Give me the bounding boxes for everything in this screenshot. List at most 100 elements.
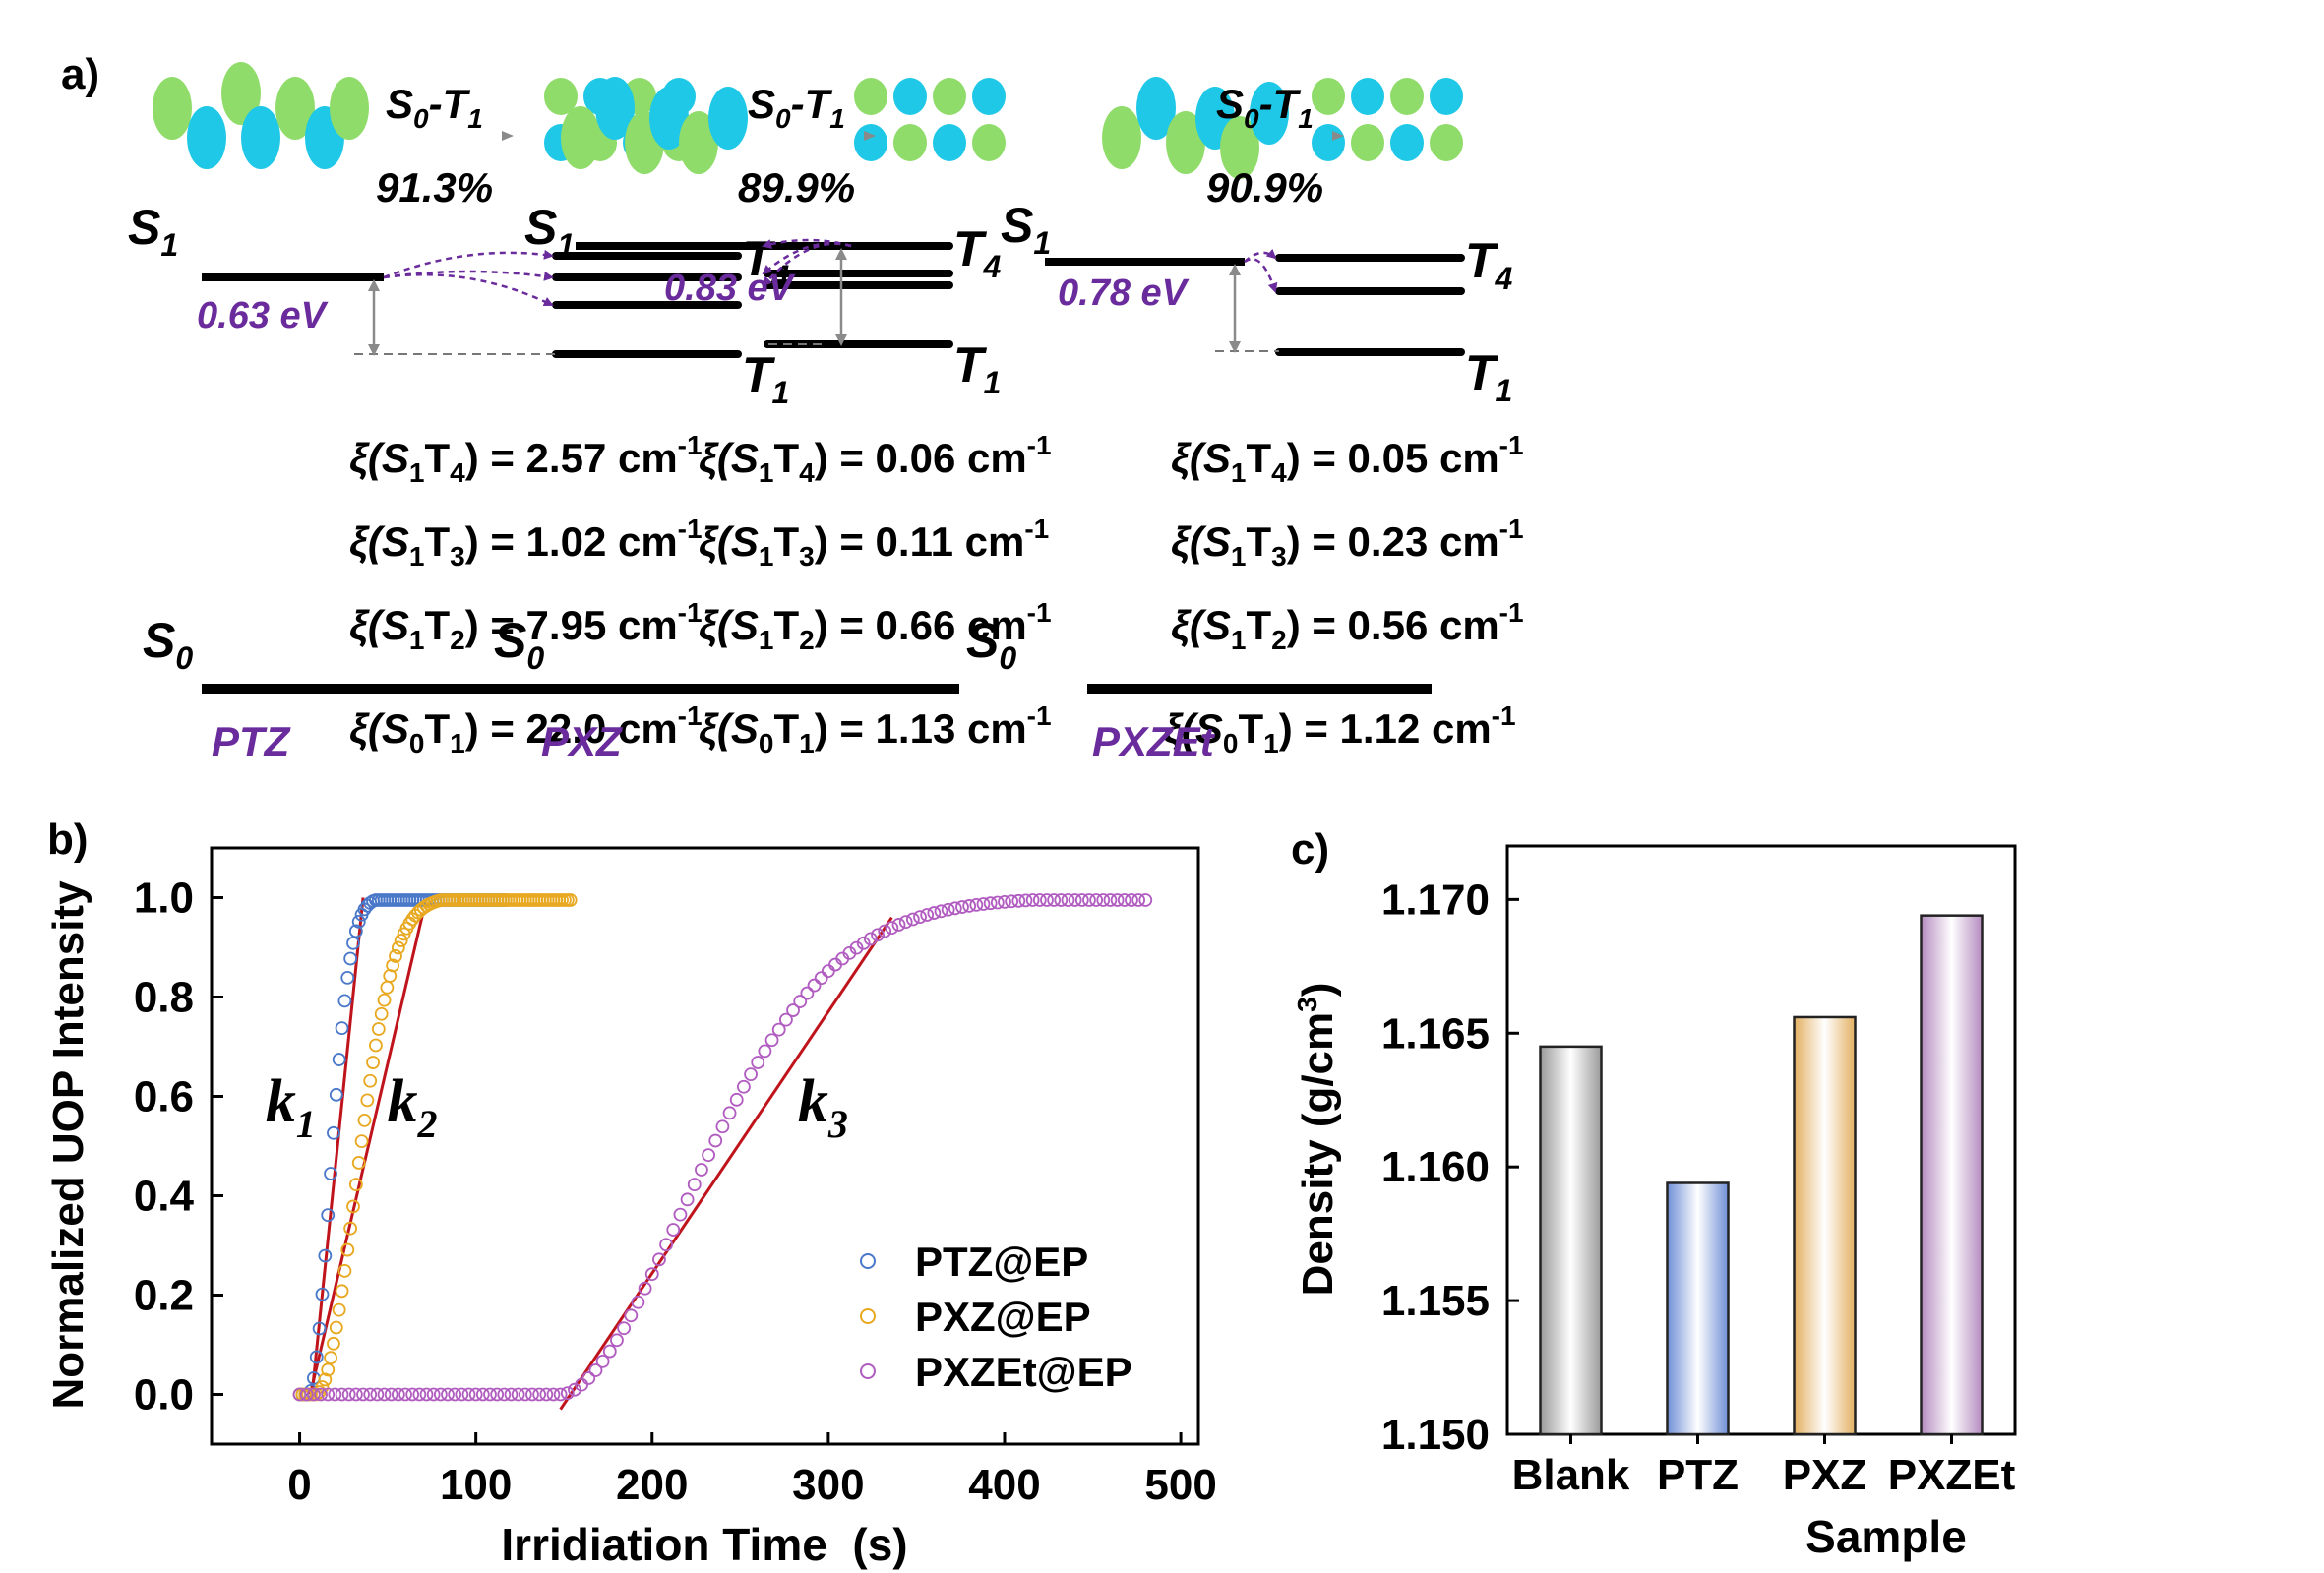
- data-point: [1068, 893, 1082, 907]
- rate-annotations: k1 k2 k3: [266, 1068, 848, 1146]
- isc-arrow: [762, 238, 852, 249]
- data-point: [337, 994, 352, 1008]
- data-point: [680, 1192, 695, 1207]
- data-point: [948, 901, 962, 916]
- s1-label: S1: [524, 200, 575, 263]
- data-point: [426, 1387, 441, 1402]
- data-point: [807, 978, 822, 993]
- soc-value: ξ(S1T2) = 0.56 cm-1: [1171, 597, 1524, 655]
- data-point: [969, 898, 984, 912]
- data-point: [511, 1387, 525, 1402]
- bar-y-tick-label: 1.160: [1381, 1143, 1490, 1191]
- bar-category-label: PXZ: [1783, 1451, 1867, 1499]
- orbital-lobe: [933, 124, 966, 161]
- data-point: [455, 1387, 469, 1402]
- orbital-lobe: [972, 124, 1006, 161]
- data-point: [386, 958, 400, 973]
- data-point: [448, 1387, 462, 1402]
- data-point: [380, 980, 395, 995]
- data-point: [332, 1302, 346, 1317]
- t1-label: T1: [953, 337, 1001, 400]
- orbital-lobe: [1102, 106, 1141, 169]
- orbital-lobe: [933, 78, 966, 115]
- data-point: [391, 940, 405, 955]
- data-point: [1047, 893, 1062, 907]
- orbital-lobe: [241, 106, 280, 169]
- bar-category-label: PXZEt: [1888, 1451, 2016, 1499]
- isc-arrow: [762, 242, 852, 287]
- data-point: [729, 1092, 744, 1107]
- transition-label: S0-T1: [386, 81, 483, 134]
- orbital-lobe: [679, 111, 718, 174]
- series-pxzet-ep: [292, 893, 1153, 1402]
- bars: Blank PTZ PXZ PXZEt: [1512, 914, 2016, 1499]
- data-point: [348, 924, 363, 938]
- data-point: [329, 1087, 343, 1102]
- data-point: [898, 915, 913, 929]
- orbital-lobe: [1166, 111, 1205, 174]
- orbital-lobe: [649, 87, 689, 150]
- soc-value: ξ(S1T4) = 2.57 cm-1: [349, 430, 703, 488]
- bar-y-tick-label: 1.150: [1381, 1411, 1490, 1459]
- data-point: [335, 1387, 349, 1402]
- data-point: [497, 1387, 512, 1402]
- data-point: [553, 1387, 568, 1402]
- data-points: [292, 893, 1153, 1402]
- panel-c-density-bar-chart: c) 1.150 1.155 1.160 1.165 1.170 Blank PTZ PXZ…: [1291, 825, 2017, 1562]
- data-point: [292, 1387, 307, 1402]
- data-point: [737, 1079, 751, 1094]
- bar-plot-frame: [1505, 844, 2017, 1436]
- data-point: [1089, 893, 1104, 907]
- data-point: [335, 1284, 349, 1299]
- y-tick-label: 0.8: [134, 974, 194, 1022]
- data-point: [913, 910, 927, 925]
- data-point: [483, 1387, 497, 1402]
- isc-arrow: [762, 242, 852, 275]
- orbital-lobe: [708, 87, 748, 150]
- t4-label: T4: [953, 221, 1002, 284]
- data-point: [343, 951, 358, 966]
- soc-value: ξ(S0T1) = 1.12 cm-1: [1163, 700, 1516, 758]
- bar-category-label: Blank: [1512, 1451, 1630, 1499]
- data-point: [934, 904, 948, 919]
- data-point: [341, 1387, 356, 1402]
- data-point: [778, 1012, 793, 1027]
- orbital-lobe: [1312, 124, 1345, 161]
- data-point: [941, 902, 955, 917]
- soc-value: ξ(S1T4) = 0.05 cm-1: [1171, 430, 1524, 488]
- data-point: [1054, 893, 1069, 907]
- data-point: [666, 1223, 681, 1237]
- data-point: [441, 1387, 455, 1402]
- data-point: [327, 1125, 340, 1140]
- data-point: [377, 1387, 392, 1402]
- orbital-lobe: [1390, 124, 1424, 161]
- data-point: [1018, 893, 1033, 908]
- soc-value: ξ(S0T1) = 1.13 cm-1: [699, 700, 1052, 758]
- data-point: [814, 971, 828, 986]
- data-point: [384, 1387, 398, 1402]
- orbital-lobe: [1312, 78, 1345, 115]
- data-point: [329, 1320, 343, 1335]
- data-point: [644, 1267, 659, 1282]
- orbital-lobe: [595, 77, 635, 140]
- data-point: [1117, 893, 1131, 907]
- legend-label: PXZEt@EP: [915, 1349, 1132, 1395]
- molecule-name: PTZ: [212, 718, 291, 764]
- bar-y-tick-label: 1.155: [1381, 1277, 1490, 1325]
- data-point: [356, 1387, 370, 1402]
- data-point: [976, 897, 991, 911]
- bar-x-axis-title: Sample: [1805, 1511, 1967, 1562]
- orbital-lobe: [1351, 124, 1384, 161]
- legend-label: PXZ@EP: [915, 1294, 1091, 1340]
- y-tick-label: 0.6: [134, 1073, 194, 1121]
- data-point: [1110, 893, 1125, 907]
- x-tick-label: 500: [1144, 1461, 1216, 1509]
- data-point: [363, 1387, 378, 1402]
- data-point: [638, 1281, 652, 1296]
- data-point: [962, 899, 977, 913]
- data-point: [588, 1363, 603, 1377]
- data-point: [1082, 893, 1096, 907]
- data-point: [321, 1387, 336, 1402]
- data-point: [377, 993, 392, 1007]
- data-point: [357, 1113, 372, 1127]
